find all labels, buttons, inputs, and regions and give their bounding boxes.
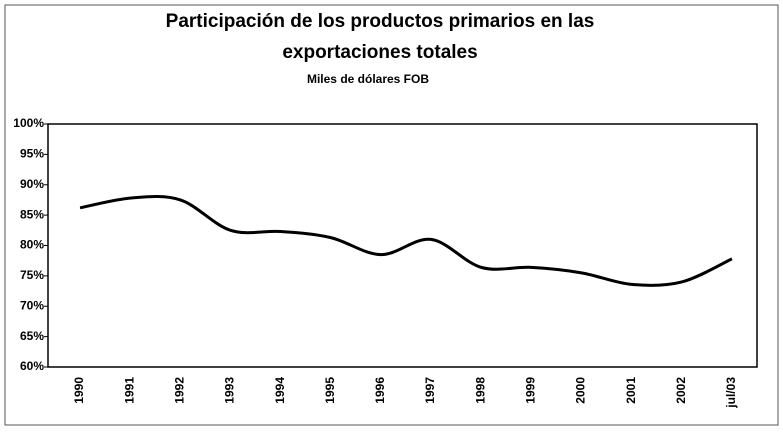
x-tick-label: 2000: [574, 377, 588, 404]
x-tick-label: 2001: [624, 377, 638, 404]
x-tick-label: 1994: [273, 377, 287, 404]
x-tick-label: 1996: [373, 377, 387, 404]
x-tick-label: 1991: [122, 377, 136, 404]
x-tick-label: 1999: [524, 377, 538, 404]
chart-subtitle: Miles de dólares FOB: [307, 72, 429, 86]
y-tick-label: 70%: [20, 298, 44, 312]
y-tick-label: 95%: [20, 147, 44, 161]
line: [79, 195, 733, 287]
y-tick-label: 60%: [20, 359, 44, 373]
plot-area: [47, 123, 758, 368]
y-tick-label: 80%: [20, 238, 44, 252]
y-tick-label: 65%: [20, 329, 44, 343]
x-tick-label: 2002: [674, 377, 688, 404]
x-tick-label: 1992: [173, 377, 187, 404]
x-tick-label: 1997: [423, 377, 437, 404]
y-tick-label: 90%: [20, 177, 44, 191]
chart-title: Participación de los productos primarios…: [166, 11, 595, 32]
chart-title: exportaciones totales: [282, 42, 477, 63]
x-tick-label: 1998: [473, 377, 487, 404]
y-tick-label: 85%: [20, 207, 44, 221]
x-tick-label: jul/03: [724, 377, 738, 409]
x-tick-label: 1993: [223, 377, 237, 404]
y-tick-label: 100%: [13, 116, 44, 130]
x-tick-label: 1990: [72, 377, 86, 404]
frame: [4, 4, 779, 426]
y-tick-label: 75%: [20, 268, 44, 282]
x-tick-label: 1995: [323, 377, 337, 404]
